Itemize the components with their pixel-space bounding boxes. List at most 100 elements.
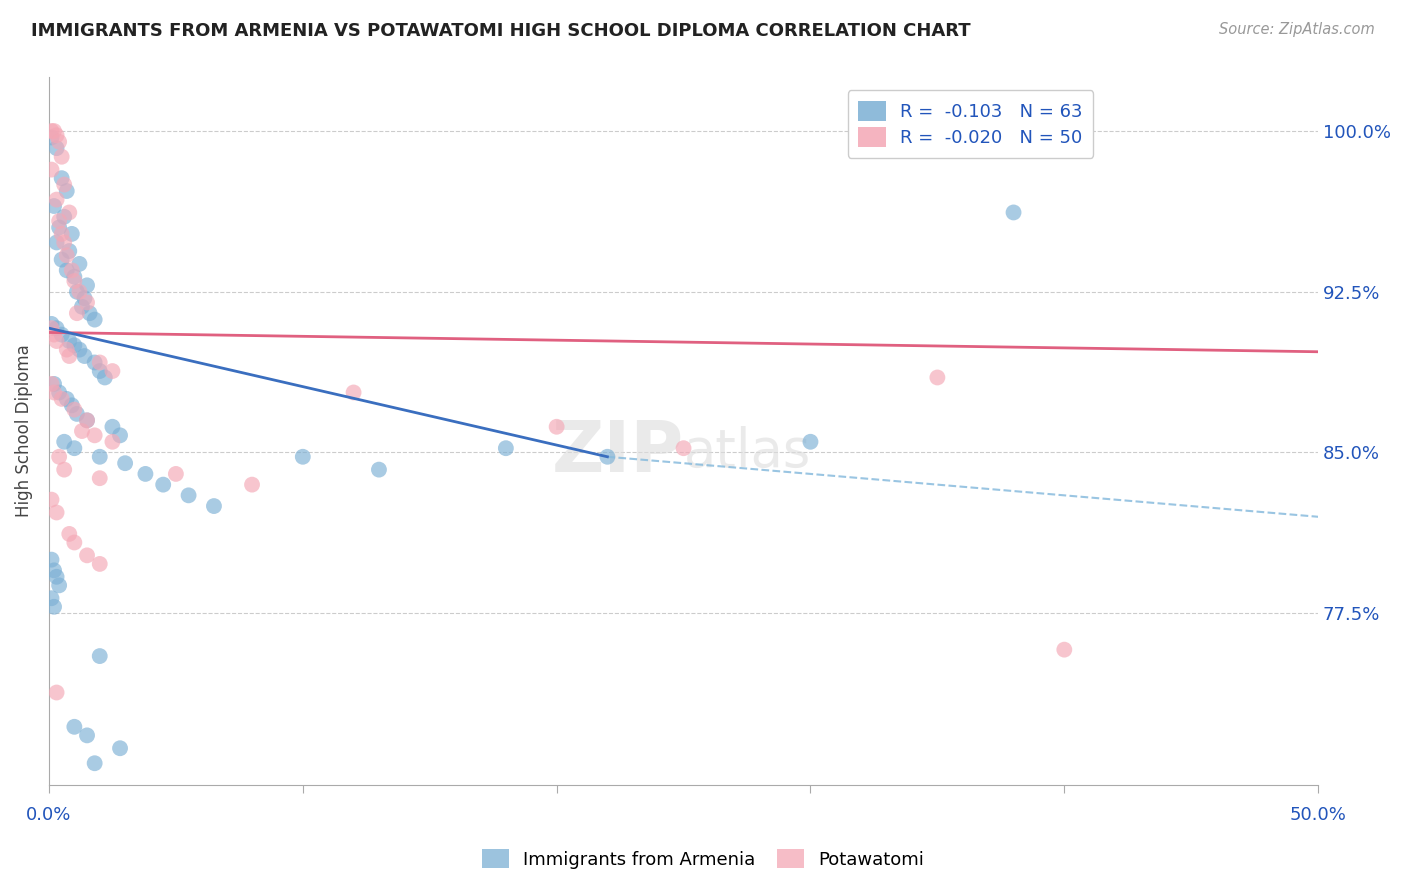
Point [60, 263, 83, 277]
Point [63, 441, 86, 455]
Point [45, 193, 67, 207]
Point [48, 385, 70, 400]
Point [41, 124, 63, 138]
Point [55, 343, 77, 357]
Point [51, 252, 73, 267]
Point [70, 300, 93, 314]
Point [596, 450, 619, 464]
Point [94, 370, 117, 384]
Point [546, 419, 568, 434]
Point [63, 402, 86, 417]
Point [89, 450, 111, 464]
Point [134, 467, 156, 481]
Point [240, 477, 263, 491]
Point [63, 274, 86, 288]
Point [53, 235, 76, 250]
Point [51, 392, 73, 406]
Point [495, 441, 517, 455]
Point [42, 385, 65, 400]
Point [55, 263, 77, 277]
Point [79, 306, 101, 320]
Point [799, 434, 821, 449]
Point [63, 269, 86, 284]
Point [51, 327, 73, 342]
Point [53, 462, 76, 476]
Point [202, 499, 225, 513]
Point [42, 376, 65, 391]
Point [76, 549, 98, 563]
Point [66, 407, 89, 421]
Point [45, 570, 67, 584]
Point [83, 312, 105, 326]
Point [41, 321, 63, 335]
Point [41, 591, 63, 606]
Point [73, 349, 96, 363]
Point [51, 150, 73, 164]
Point [48, 578, 70, 592]
Text: 50.0%: 50.0% [1289, 806, 1347, 824]
Point [53, 210, 76, 224]
Point [41, 162, 63, 177]
Text: atlas: atlas [683, 426, 811, 478]
Point [67, 285, 90, 299]
Point [66, 306, 89, 320]
Point [76, 295, 98, 310]
Point [67, 343, 90, 357]
Point [48, 220, 70, 235]
Point [48, 214, 70, 228]
Point [83, 355, 105, 369]
Point [55, 184, 77, 198]
Point [89, 557, 111, 571]
Point [53, 178, 76, 192]
Point [42, 124, 65, 138]
Point [58, 527, 80, 541]
Point [41, 376, 63, 391]
Point [101, 419, 124, 434]
Point [51, 171, 73, 186]
Y-axis label: High School Diploma: High School Diploma [15, 344, 32, 517]
Point [63, 338, 86, 352]
Point [108, 428, 131, 442]
Point [45, 334, 67, 348]
Point [53, 434, 76, 449]
Point [42, 599, 65, 614]
Point [672, 441, 695, 455]
Point [45, 235, 67, 250]
Point [41, 130, 63, 145]
Point [58, 244, 80, 258]
Point [70, 424, 93, 438]
Point [76, 413, 98, 427]
Point [45, 141, 67, 155]
Point [101, 364, 124, 378]
Point [73, 291, 96, 305]
Point [76, 413, 98, 427]
Point [165, 467, 187, 481]
Legend: Immigrants from Armenia, Potawatomi: Immigrants from Armenia, Potawatomi [474, 841, 932, 876]
Point [58, 334, 80, 348]
Point [41, 552, 63, 566]
Point [42, 199, 65, 213]
Point [63, 535, 86, 549]
Point [63, 720, 86, 734]
Point [58, 349, 80, 363]
Point [83, 756, 105, 771]
Point [45, 685, 67, 699]
Point [101, 434, 124, 449]
Point [51, 227, 73, 241]
Point [45, 321, 67, 335]
Point [60, 227, 83, 241]
Point [76, 728, 98, 742]
Point [58, 205, 80, 219]
Point [1053, 642, 1076, 657]
Point [67, 257, 90, 271]
Point [89, 471, 111, 485]
Point [41, 492, 63, 507]
Point [342, 385, 364, 400]
Point [48, 450, 70, 464]
Point [927, 370, 949, 384]
Point [368, 462, 391, 476]
Point [60, 398, 83, 412]
Point [89, 649, 111, 664]
Point [89, 355, 111, 369]
Point [42, 327, 65, 342]
